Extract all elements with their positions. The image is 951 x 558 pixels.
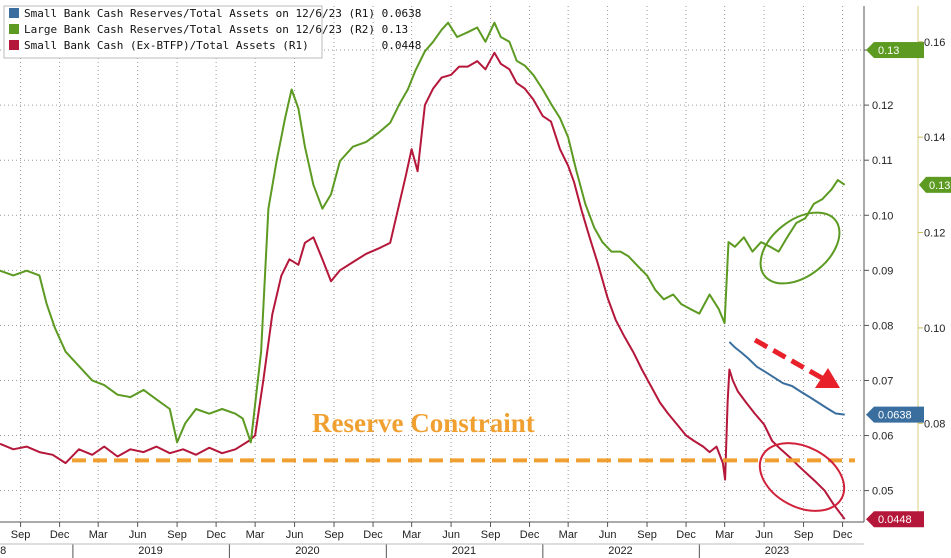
last-value-badges: 0.13 0.0638 0.0448 0.13 — [866, 42, 951, 528]
x-tick-label: Mar — [246, 529, 265, 541]
x-tick-label: Dec — [206, 529, 226, 541]
legend-swatch — [9, 24, 19, 34]
x-tick-label: Jun — [129, 529, 147, 541]
x-tick-label: Sep — [11, 529, 31, 541]
x-year-label: 2019 — [138, 545, 162, 557]
x-tick-label: Dec — [50, 529, 70, 541]
x-tick-label: Sep — [637, 529, 657, 541]
x-tick-label: Jun — [755, 529, 773, 541]
x-tick-label: Jun — [286, 529, 304, 541]
x-year-label: 2023 — [765, 545, 789, 557]
x-tick-label: Sep — [794, 529, 814, 541]
large-bank-highlight-ellipse — [759, 211, 841, 285]
badge-label: 0.13 — [878, 45, 899, 57]
legend: Small Bank Cash Reserves/Total Assets on… — [3, 5, 421, 59]
x-year-label: 2018 — [0, 545, 6, 557]
x-tick-label: Dec — [520, 529, 540, 541]
x-year-label: 2022 — [608, 545, 632, 557]
badge-label: 0.0638 — [878, 410, 912, 422]
y-right-tick-label: 0.12 — [924, 228, 945, 240]
x-tick-label: Jun — [442, 529, 460, 541]
x-tick-label: Mar — [402, 529, 421, 541]
x-tick-label: Dec — [363, 529, 383, 541]
x-tick-label: Mar — [89, 529, 108, 541]
reserve-constraint-label: Reserve Constraint — [312, 408, 535, 438]
badge-pointer — [866, 406, 874, 423]
annotations: Reserve Constraint — [72, 211, 855, 512]
badge-background — [874, 406, 924, 423]
x-tick-label: Sep — [481, 529, 501, 541]
small-bank-highlight-ellipse — [758, 442, 846, 512]
x-tick-label: Dec — [833, 529, 853, 541]
legend-swatch — [9, 40, 19, 50]
y-right-tick-label: 0.16 — [924, 37, 945, 49]
y-left-tick-label: 0.12 — [872, 100, 893, 112]
y-left-tick-label: 0.10 — [872, 210, 893, 222]
legend-entry: Large Bank Cash Reserves/Total Assets on… — [24, 23, 408, 36]
badge-background — [874, 42, 924, 59]
x-tick-label: Jun — [599, 529, 617, 541]
downtrend-arrow-shaft — [753, 337, 824, 381]
badge-pointer-right — [919, 176, 926, 193]
y-left-tick-label: 0.11 — [872, 155, 893, 167]
y-right-tick-label: 0.08 — [924, 418, 945, 430]
x-axis: Sep Dec Mar Jun Sep Dec Mar Jun Sep Dec Mar Jun Sep D… — [0, 521, 864, 558]
y-left-tick-label: 0.09 — [872, 265, 893, 277]
badge-pointer — [866, 511, 874, 528]
badge-background-right — [926, 176, 951, 193]
series-layer — [0, 21, 846, 520]
badge-pointer — [866, 42, 874, 59]
y-right-tick-label: 0.14 — [924, 132, 945, 144]
legend-box — [3, 5, 323, 59]
x-year-label: 2021 — [452, 545, 476, 557]
x-tick-label: Mar — [715, 529, 734, 541]
x-tick-label: Dec — [676, 529, 696, 541]
series-line-2 — [728, 341, 845, 416]
badge-label-right: 0.13 — [929, 180, 950, 192]
legend-swatch — [9, 8, 19, 18]
badge-label: 0.0448 — [878, 514, 912, 526]
x-year-label: 2020 — [295, 545, 319, 557]
y-left-tick-label: 0.07 — [872, 375, 893, 387]
y-left-tick-label: 0.05 — [872, 486, 893, 498]
x-tick-label: Sep — [167, 529, 187, 541]
y-left-tick-label: 0.06 — [872, 431, 893, 443]
downtrend-arrow-head — [815, 368, 840, 388]
badge-background — [874, 511, 924, 528]
x-tick-label: Mar — [559, 529, 578, 541]
y-right-tick-label: 0.10 — [924, 323, 945, 335]
series-line-1 — [0, 21, 846, 444]
y-axis-right: 0.08 0.10 0.12 0.14 0.16 — [917, 6, 945, 522]
legend-entry: Small Bank Cash (Ex-BTFP)/Total Assets (… — [24, 39, 421, 52]
legend-entry: Small Bank Cash Reserves/Total Assets on… — [24, 7, 421, 20]
y-left-tick-label: 0.08 — [872, 320, 893, 332]
x-tick-label: Sep — [324, 529, 344, 541]
series-line-0 — [0, 51, 846, 520]
